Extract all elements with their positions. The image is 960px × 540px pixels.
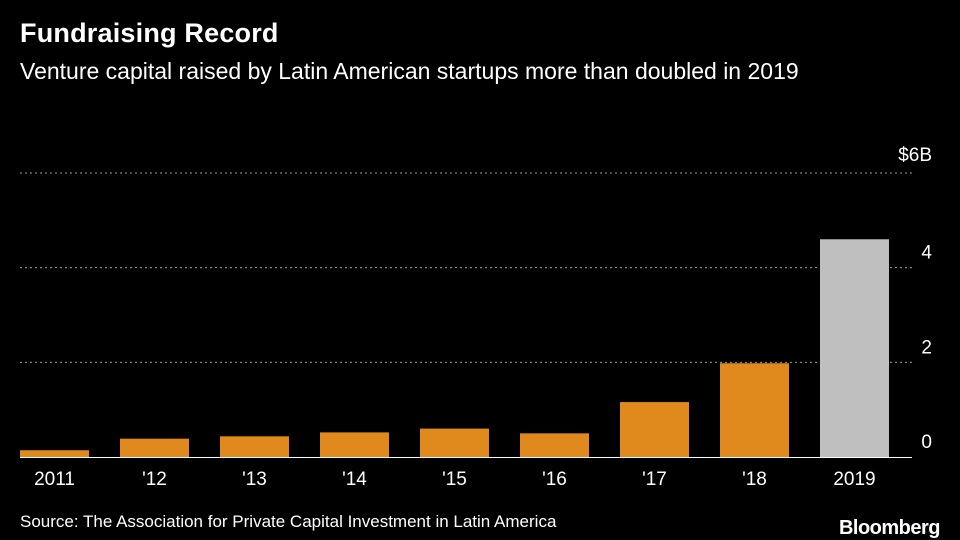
chart-subtitle: Venture capital raised by Latin American… — [20, 58, 799, 84]
y-tick-label: $6B — [898, 145, 932, 166]
x-tick-label: '17 — [642, 469, 667, 490]
x-tick-label: '18 — [742, 469, 767, 490]
source-note: Source: The Association for Private Capi… — [20, 512, 557, 531]
bar-'15 — [420, 428, 489, 457]
x-tick-label: 2011 — [34, 469, 75, 490]
x-tick-label: '16 — [542, 469, 567, 490]
y-tick-label: 4 — [921, 243, 932, 264]
bar-'12 — [120, 438, 189, 457]
chart-title: Fundraising Record — [20, 18, 279, 48]
bar-'17 — [620, 402, 689, 457]
y-tick-label: 0 — [921, 432, 932, 453]
x-tick-label: '13 — [242, 469, 267, 490]
x-tick-label: 2019 — [833, 469, 875, 490]
bar-'14 — [320, 432, 389, 457]
bar-'16 — [520, 433, 589, 457]
bar-'13 — [220, 436, 289, 457]
x-tick-label: '14 — [342, 469, 367, 490]
bar-'18 — [720, 363, 789, 457]
y-tick-label: 2 — [921, 337, 932, 358]
bloomberg-logo: Bloomberg — [838, 517, 941, 539]
bar-2019 — [820, 239, 889, 457]
x-tick-label: '15 — [442, 469, 467, 490]
x-tick-label: '12 — [142, 469, 167, 490]
bar-2011 — [20, 450, 89, 457]
